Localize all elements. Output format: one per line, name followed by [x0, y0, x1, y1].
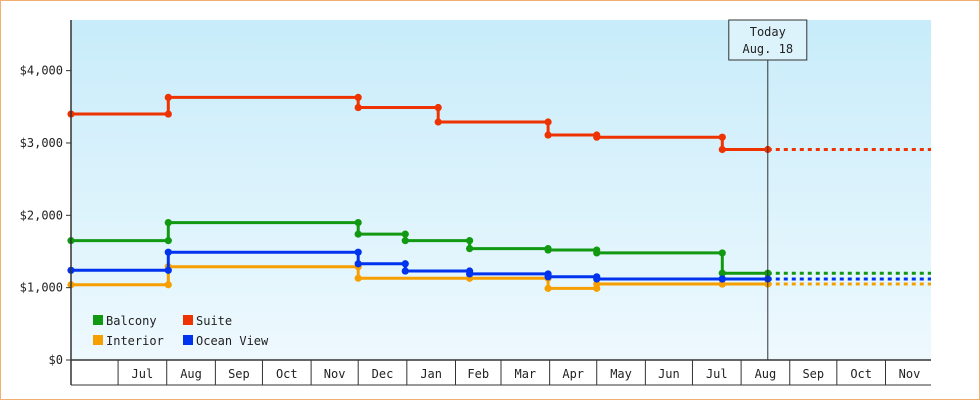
data-point-suite: [593, 133, 601, 141]
data-point-ocean-view: [401, 267, 409, 275]
data-point-suite: [544, 118, 552, 126]
today-marker: Today Aug. 18: [728, 19, 808, 360]
x-tick-label: Oct: [276, 367, 298, 381]
legend-swatch-suite: [183, 315, 193, 325]
x-tick-label: Feb: [467, 367, 489, 381]
data-point-suite: [434, 103, 442, 112]
data-point-balcony: [164, 218, 172, 227]
x-tick-label: Apr: [562, 367, 584, 381]
data-point-suite: [164, 110, 172, 118]
legend-swatch-balcony: [93, 315, 103, 325]
x-tick-label: Nov: [899, 367, 921, 381]
data-point-balcony: [354, 230, 362, 238]
x-tick-label: Mar: [514, 367, 536, 381]
data-point-ocean-view: [466, 270, 474, 278]
today-date-label: Aug. 18: [742, 42, 793, 56]
data-point-interior: [718, 280, 726, 288]
data-point-balcony: [718, 249, 726, 257]
data-point-suite: [718, 145, 726, 154]
data-point-suite: [164, 93, 172, 102]
series-ocean-view: [67, 248, 931, 283]
data-point-ocean-view: [401, 260, 409, 268]
data-point-balcony: [593, 249, 601, 257]
data-point-ocean-view: [593, 275, 601, 283]
data-point-balcony: [466, 237, 474, 245]
data-point-balcony: [401, 230, 409, 238]
series-balcony: [67, 218, 931, 277]
x-tick-label: Jul: [132, 367, 154, 381]
data-point-balcony: [718, 269, 726, 277]
legend-label-ocean-view: Ocean View: [196, 334, 269, 348]
today-box: [728, 19, 808, 61]
x-tick-label: Dec: [372, 367, 394, 381]
data-point-balcony: [401, 237, 409, 245]
data-point-interior: [593, 280, 601, 288]
x-tick-label: Nov: [324, 367, 346, 381]
axes: $0 $1,000 $2,000 $3,000 $4,000 Jul Aug Sep Oct No…: [20, 20, 931, 386]
series-line-suite: [71, 95, 768, 151]
data-point-suite: [354, 93, 362, 102]
x-tick-label: Oct: [850, 367, 872, 381]
legend-swatch-interior: [93, 335, 103, 345]
y-tick-label: $3,000: [20, 136, 63, 150]
data-point-suite: [354, 103, 362, 112]
legend-label-interior: Interior: [106, 334, 164, 348]
data-point-balcony: [164, 237, 172, 245]
x-tick-label: Jan: [420, 367, 442, 381]
today-label: Today: [750, 25, 786, 39]
legend-label-suite: Suite: [196, 314, 232, 328]
y-tick-label: $2,000: [20, 208, 63, 222]
data-point-ocean-view: [718, 275, 726, 283]
x-tick-label: Sep: [228, 367, 250, 381]
data-point-ocean-view: [354, 260, 362, 268]
y-tick-label: $1,000: [20, 281, 63, 295]
x-tick-label: Jul: [706, 367, 728, 381]
x-tick-label: Sep: [802, 367, 824, 381]
series-layer: [67, 93, 931, 292]
data-point-ocean-view: [164, 266, 172, 274]
data-point-ocean-view: [354, 248, 362, 256]
x-tick-label: Aug: [180, 367, 202, 381]
legend: Balcony Suite Interior Ocean View: [93, 314, 269, 348]
data-point-interior: [354, 274, 362, 282]
y-tick-label: $0: [49, 353, 63, 367]
data-point-balcony: [466, 244, 474, 253]
data-point-ocean-view: [164, 248, 172, 256]
x-tick-label: Aug: [755, 367, 777, 381]
data-point-balcony: [544, 246, 552, 254]
legend-swatch-ocean-view: [183, 335, 193, 345]
data-point-suite: [544, 131, 552, 139]
legend-label-balcony: Balcony: [106, 314, 157, 328]
x-tick-label: May: [610, 367, 632, 381]
data-point-interior: [544, 284, 552, 292]
data-point-suite: [718, 133, 726, 141]
y-tick-label: $4,000: [20, 64, 63, 78]
data-point-suite: [434, 118, 442, 126]
data-point-interior: [164, 281, 172, 289]
plot-background: [71, 20, 931, 360]
series-suite: [67, 93, 931, 154]
x-tick-label: Jun: [658, 367, 680, 381]
data-point-balcony: [354, 218, 362, 227]
data-point-ocean-view: [544, 273, 552, 281]
series-line-balcony: [71, 221, 768, 275]
